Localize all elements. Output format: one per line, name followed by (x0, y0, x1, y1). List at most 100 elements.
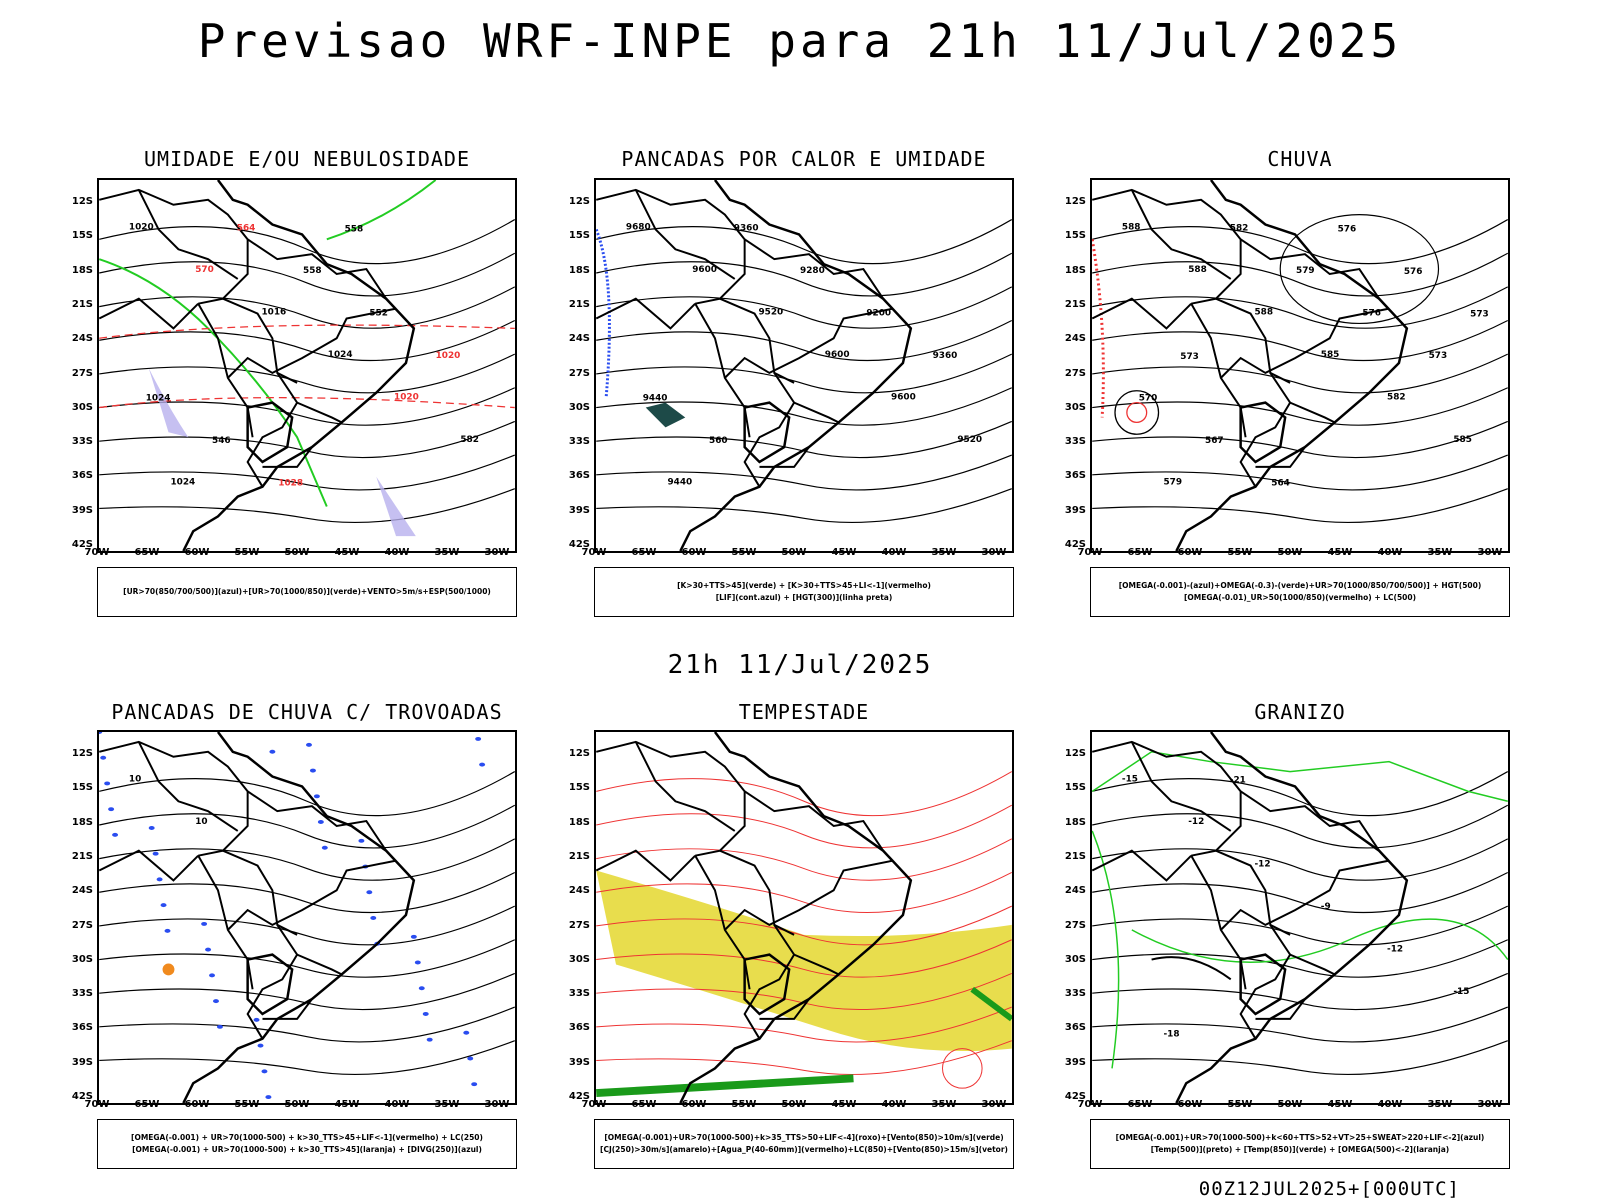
panel-legend: [K>30+TTS>45](verde) + [K>30+TTS>45+LI<-… (594, 567, 1014, 617)
lat-tick: 21S (1064, 850, 1086, 862)
lon-tick: 70W (84, 1099, 110, 1110)
contour-label: 1024 (328, 350, 353, 360)
contour-label: 564 (237, 223, 256, 233)
lon-tick: 70W (1077, 1099, 1103, 1110)
contour-label: 10 (129, 774, 141, 784)
lat-tick: 18S (71, 264, 93, 276)
lon-tick: 35W (434, 547, 460, 558)
lon-tick: 65W (631, 547, 657, 558)
lat-tick: 12S (568, 748, 590, 759)
lat-tick: 36S (568, 470, 590, 482)
lon-tick: 65W (134, 1099, 160, 1110)
lat-tick: 12S (568, 196, 590, 207)
lat-tick: 39S (71, 1056, 93, 1068)
contour-label: 573 (1470, 310, 1489, 320)
contour-label: 9520 (758, 308, 783, 318)
lat-tick: 33S (568, 436, 590, 448)
contour-label: 9280 (800, 266, 825, 276)
lat-tick: 18S (71, 816, 93, 828)
legend-line: [OMEGA(-0.001) + UR>70(1000-500) + k>30_… (132, 1145, 482, 1154)
contour-label: 576 (1362, 309, 1381, 319)
contour-label: 552 (369, 309, 388, 319)
lat-tick: 33S (71, 436, 93, 448)
lat-tick: 30S (71, 953, 93, 965)
lon-tick: 65W (134, 547, 160, 558)
lon-tick: 65W (1127, 1099, 1153, 1110)
lat-tick: 21S (71, 850, 93, 862)
lat-tick: 30S (1064, 401, 1086, 413)
lat-tick: 36S (71, 1022, 93, 1034)
forecast-map (594, 730, 1014, 1105)
lat-tick: 18S (1064, 816, 1086, 828)
contour-label: -18 (1163, 1030, 1179, 1040)
map-field: 9680 9600 9520 9600 9600 9520 9440 9360 9280 9200… (596, 180, 1012, 551)
contour-label: 1020 (394, 393, 419, 403)
lon-tick: 35W (1427, 1099, 1453, 1110)
contour-label: 9360 (734, 223, 759, 233)
legend-line: [Temp(500)](preto) + [Temp(850)](verde) … (1150, 1145, 1450, 1154)
contour-label: 573 (1180, 352, 1199, 362)
lat-tick: 39S (1064, 504, 1086, 516)
legend-line: [OMEGA(-0.01)_UR>50(1000/850)(vermelho) … (1183, 593, 1417, 602)
legend-line: [OMEGA(-0.001) + UR>70(1000-500) + k>30_… (131, 1133, 483, 1142)
lat-tick: 30S (568, 953, 590, 965)
lon-tick: 30W (1477, 547, 1503, 558)
contour-label: 579 (1296, 266, 1315, 276)
lat-tick: 24S (1064, 333, 1086, 345)
lat-tick: 42S (71, 1091, 93, 1102)
lat-tick: 42S (1064, 539, 1086, 550)
contour-label: 9520 (957, 435, 982, 445)
lat-tick: 39S (71, 504, 93, 516)
lon-tick: 55W (234, 547, 260, 558)
contour-label: 588 (1254, 308, 1273, 318)
panel-legend: [OMEGA(-0.001)+UR>70(1000-500)+k<60+TTS>… (1090, 1119, 1510, 1169)
contour-label: 570 (1139, 394, 1158, 404)
map-field (596, 732, 1012, 1103)
lon-tick: 30W (484, 1099, 510, 1110)
lat-tick: 36S (1064, 1022, 1086, 1034)
lon-tick: 60W (184, 1099, 210, 1110)
lon-tick: 55W (234, 1099, 260, 1110)
contour-label: 9200 (866, 309, 891, 319)
contour-label: 1020 (436, 351, 461, 361)
lat-tick: 39S (568, 1056, 590, 1068)
contour-label: 576 (1404, 267, 1423, 277)
legend-line: [OMEGA(-0.001)+UR>70(1000-500)+k<60+TTS>… (1115, 1133, 1485, 1142)
panel-legend: [OMEGA(-0.001) + UR>70(1000-500) + k>30_… (97, 1119, 517, 1169)
contour-label: 1020 (129, 222, 154, 232)
contour-label: 573 (1429, 351, 1448, 361)
lon-tick: 50W (1277, 547, 1303, 558)
lat-tick: 42S (568, 539, 590, 550)
lon-tick: 40W (384, 1099, 410, 1110)
panel-title: TEMPESTADE (738, 700, 870, 724)
lon-tick: 35W (931, 547, 957, 558)
contour-label: 564 (1271, 479, 1290, 489)
forecast-map: 9680 9600 9520 9600 9600 9520 9440 9360 9280 9200… (594, 178, 1014, 553)
lon-tick: 50W (284, 547, 310, 558)
lat-tick: 33S (568, 988, 590, 1000)
contour-label: 1024 (146, 394, 171, 404)
lat-tick: 33S (1064, 988, 1086, 1000)
contour-label: 9440 (643, 394, 668, 404)
forecast-map: -15 -12 -12 -9 -12 -15 -18 -21 (1090, 730, 1510, 1105)
lon-tick: 70W (581, 1099, 607, 1110)
lon-tick: 45W (831, 547, 857, 558)
legend-line: [LIF](cont.azul) + [HGT(300)](linha pret… (715, 593, 893, 602)
lat-tick: 18S (1064, 264, 1086, 276)
lon-tick: 50W (284, 1099, 310, 1110)
lon-tick: 35W (931, 1099, 957, 1110)
lon-tick: 70W (581, 547, 607, 558)
lat-tick: 18S (568, 816, 590, 828)
panel-title: PANCADAS DE CHUVA C/ TROVOADAS (111, 700, 503, 724)
contour-label: -15 (1453, 987, 1469, 997)
lat-tick: 12S (71, 748, 93, 759)
panel-title: GRANIZO (1254, 700, 1346, 724)
contour-label: 9600 (692, 265, 717, 275)
lat-tick: 15S (568, 782, 590, 794)
lon-tick: 35W (1427, 547, 1453, 558)
contour-label: 1016 (261, 308, 286, 318)
forecast-map: 588 588 588 585 582 585 579 582 579 576 573 570 567 5… (1090, 178, 1510, 553)
lon-tick: 40W (881, 1099, 907, 1110)
lon-tick: 55W (731, 1099, 757, 1110)
contour-label: 558 (303, 266, 322, 276)
